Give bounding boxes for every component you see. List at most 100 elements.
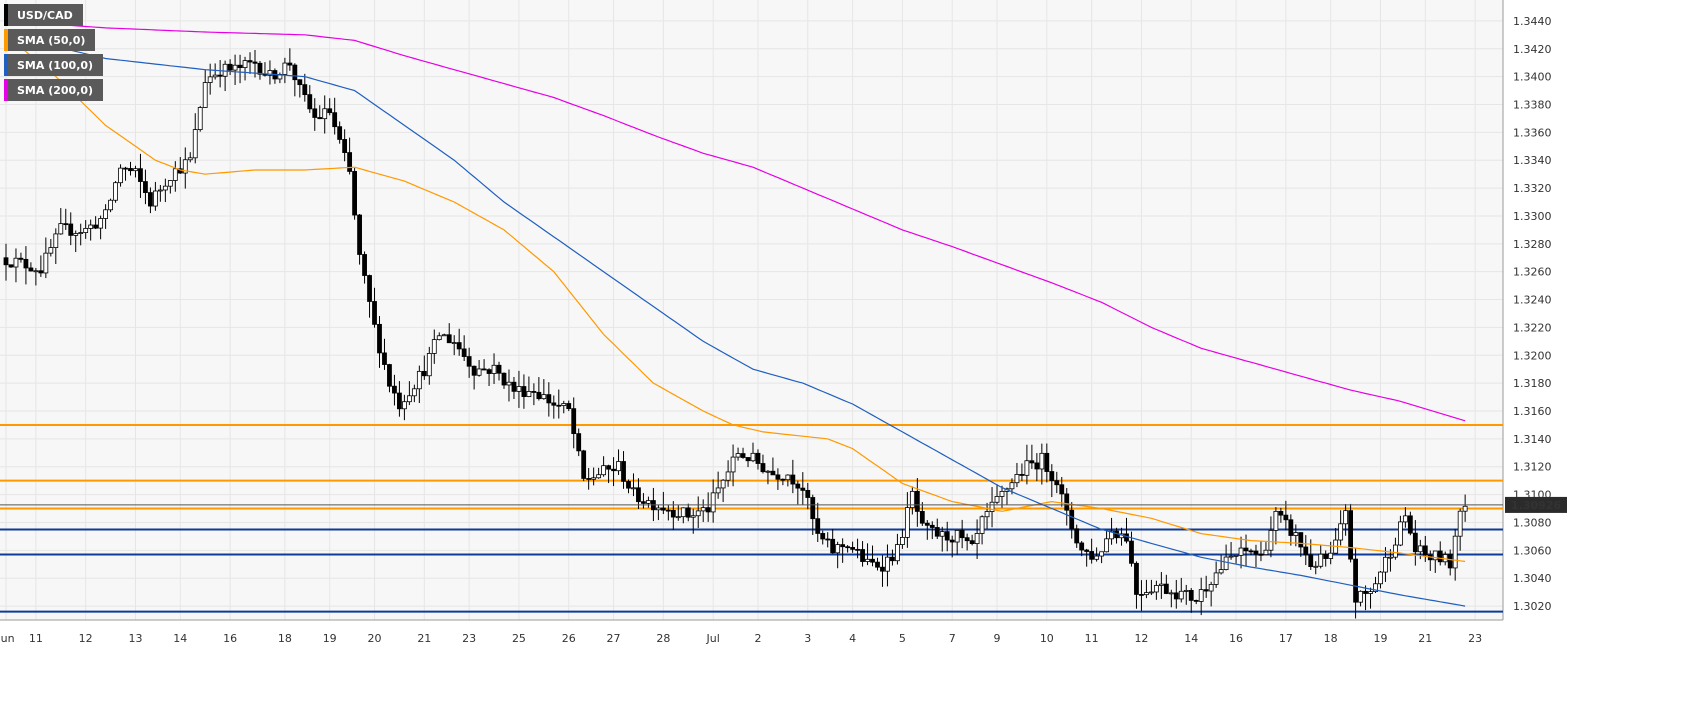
candle-body (900, 536, 905, 545)
candle-body (1218, 569, 1224, 574)
candle-body (441, 334, 447, 337)
candle-body (312, 108, 318, 118)
x-tick-label: 19 (1373, 632, 1387, 645)
candle-body (33, 270, 39, 273)
candle-body (531, 391, 537, 393)
candle-body (1183, 590, 1189, 592)
candle-body (1378, 571, 1383, 585)
candle-body (172, 168, 178, 181)
candle-body (939, 531, 945, 537)
x-tick-label: 25 (512, 632, 526, 645)
candle-body (740, 453, 746, 458)
candle-body (322, 108, 328, 120)
candle-body (904, 507, 910, 538)
y-tick-label: 1.3200 (1513, 349, 1552, 362)
candle-body (302, 84, 308, 96)
candle-body (1163, 583, 1169, 594)
candle-body (1308, 554, 1314, 567)
candle-body (1069, 509, 1075, 530)
sma-100-line (5, 34, 1466, 607)
candle-body (1193, 599, 1199, 602)
candle-body (979, 516, 985, 534)
candle-body (202, 82, 208, 108)
candle-body (1064, 493, 1070, 511)
candle-body (1323, 553, 1329, 559)
candle-body (860, 549, 865, 562)
candle-body (1178, 590, 1184, 600)
candle-body (1343, 510, 1349, 525)
candle-body (895, 544, 900, 562)
candle-body (43, 252, 49, 274)
candle-body (1452, 535, 1458, 569)
candle-body (805, 489, 811, 498)
candle-body (436, 335, 442, 341)
candle-body (1278, 510, 1284, 516)
candle-body (327, 108, 333, 114)
x-tick-label: 21 (417, 632, 431, 645)
candle-body (1422, 545, 1428, 556)
candle-body (481, 368, 487, 371)
candle-body (1203, 589, 1209, 592)
candle-body (227, 63, 233, 71)
candle-body (411, 388, 417, 397)
candle-body (431, 339, 437, 354)
x-tick-label: 12 (79, 632, 93, 645)
candle-body (471, 365, 477, 376)
candle-body (1248, 550, 1254, 553)
candle-body (1318, 553, 1324, 567)
candle-body (919, 511, 925, 524)
candle-body (501, 372, 507, 386)
candle-body (28, 267, 34, 272)
candle-body (162, 185, 168, 191)
candle-body (616, 461, 621, 472)
y-tick-label: 1.3140 (1513, 433, 1552, 446)
candle-body (1268, 530, 1274, 551)
candle-body (387, 364, 392, 387)
candle-body (282, 62, 288, 75)
candle-body (1024, 460, 1030, 476)
candle-body (1208, 584, 1214, 592)
candle-body (989, 501, 995, 512)
y-tick-label: 1.3020 (1513, 600, 1552, 613)
candle-body (655, 507, 661, 511)
legend-swatch-sma200 (4, 79, 8, 101)
x-tick-label: 16 (223, 632, 237, 645)
candle-body (561, 403, 567, 406)
candle-body (461, 348, 467, 357)
candle-body (1253, 550, 1259, 555)
candle-body (88, 224, 94, 229)
candle-body (143, 181, 148, 193)
candle-body (382, 352, 387, 365)
candle-body (705, 507, 711, 513)
candle-body (820, 533, 826, 540)
axis-background (1503, 0, 1707, 712)
candle-body (890, 556, 895, 562)
y-tick-label: 1.3160 (1513, 405, 1552, 418)
candle-body (700, 507, 706, 512)
candle-body (745, 457, 751, 462)
candle-body (1243, 547, 1249, 552)
candle-body (1348, 510, 1353, 560)
candle-body (1124, 533, 1129, 542)
sma-50-line (5, 34, 1466, 563)
candle-body (1363, 590, 1368, 594)
candle-body (1039, 452, 1045, 470)
x-tick-label: 26 (562, 632, 576, 645)
candle-body (1188, 590, 1194, 601)
candle-body (242, 60, 248, 69)
candle-body (8, 264, 14, 268)
candle-body (307, 94, 313, 110)
candle-body (870, 558, 875, 563)
candle-body (1388, 556, 1393, 559)
candle-body (790, 474, 796, 485)
candle-body (1293, 532, 1299, 536)
candle-body (1228, 555, 1234, 558)
x-tick-label: 20 (368, 632, 382, 645)
candle-body (426, 353, 432, 377)
candle-body (1358, 590, 1363, 603)
legend-item-usdcad: USD/CAD (4, 4, 83, 26)
candle-body (1168, 592, 1174, 595)
candle-body (397, 392, 402, 410)
candle-body (451, 342, 457, 344)
